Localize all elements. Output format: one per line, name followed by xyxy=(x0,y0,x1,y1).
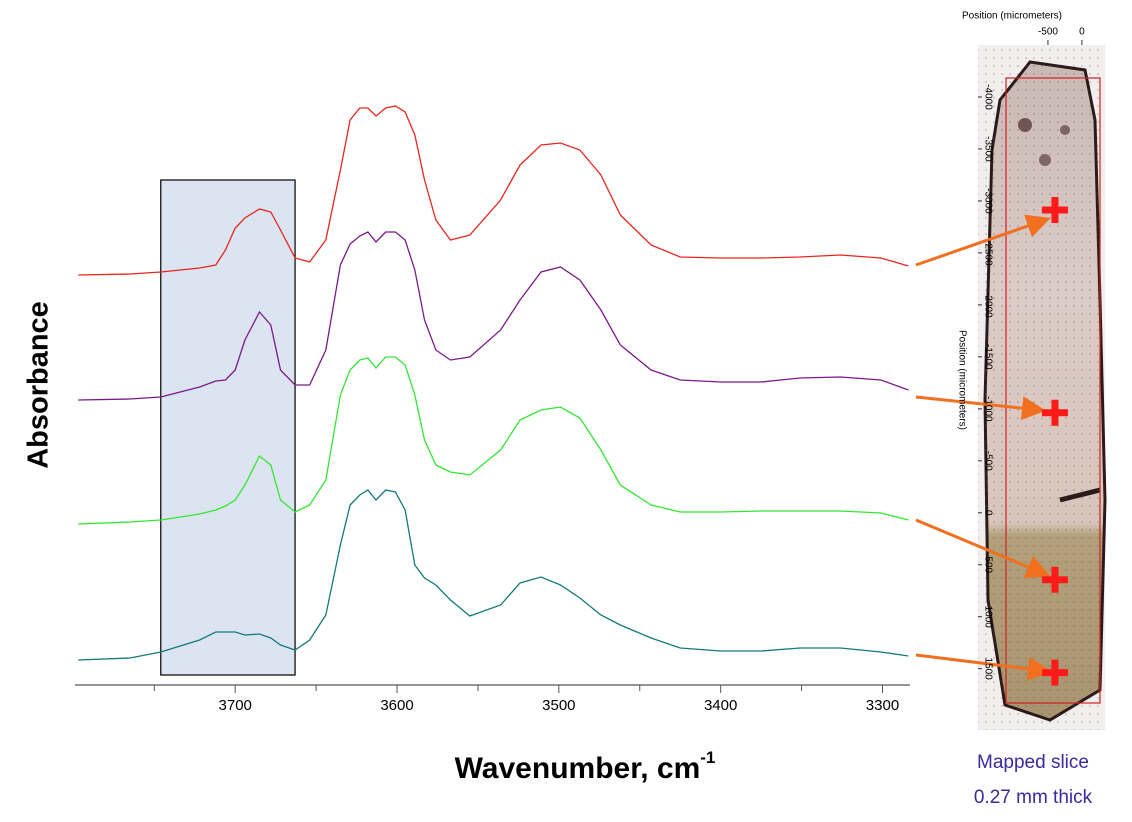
x-tick-label: -500 xyxy=(1038,27,1058,38)
x-tick-label: 3500 xyxy=(542,697,575,714)
x-tick-label: 3700 xyxy=(219,697,252,714)
x-tick-label: 3600 xyxy=(380,697,413,714)
highlight-box xyxy=(161,180,295,675)
x-axis-title: Wavenumber, cm-1 xyxy=(455,748,716,784)
y-tick-label: -2500 xyxy=(982,240,993,266)
x-axis-title: Position (micrometers) xyxy=(962,11,1062,22)
y-axis-title: Position (micrometers) xyxy=(956,330,967,430)
x-tick-label: 3400 xyxy=(704,697,737,714)
y-tick-label: -4000 xyxy=(982,84,993,110)
y-tick-label: 0 xyxy=(982,510,993,516)
slice-image xyxy=(978,45,1105,730)
caption: 0.27 mm thick xyxy=(974,787,1093,808)
y-tick-label: 1000 xyxy=(982,606,993,629)
caption: Mapped slice xyxy=(977,752,1089,773)
chart: 3700 3600 3500 3400 3300 Absorbance Wavenumber… xyxy=(0,0,1132,817)
y-tick-label: -2000 xyxy=(982,292,993,318)
y-tick-label: -3500 xyxy=(982,136,993,162)
y-tick-label: -1000 xyxy=(982,396,993,422)
x-axis-title-text: Wavenumber, cm xyxy=(455,752,701,785)
y-tick-label: -3000 xyxy=(982,188,993,214)
y-tick-label: 500 xyxy=(982,556,993,573)
y-tick-label: 1500 xyxy=(982,658,993,681)
x-axis-title-sup: -1 xyxy=(700,748,715,767)
x-tick-label: 0 xyxy=(1079,27,1085,38)
y-tick-label: -500 xyxy=(982,451,993,471)
y-axis-title: Absorbance xyxy=(23,301,55,469)
y-tick-label: -1500 xyxy=(982,344,993,370)
x-tick-label: 3300 xyxy=(866,697,899,714)
